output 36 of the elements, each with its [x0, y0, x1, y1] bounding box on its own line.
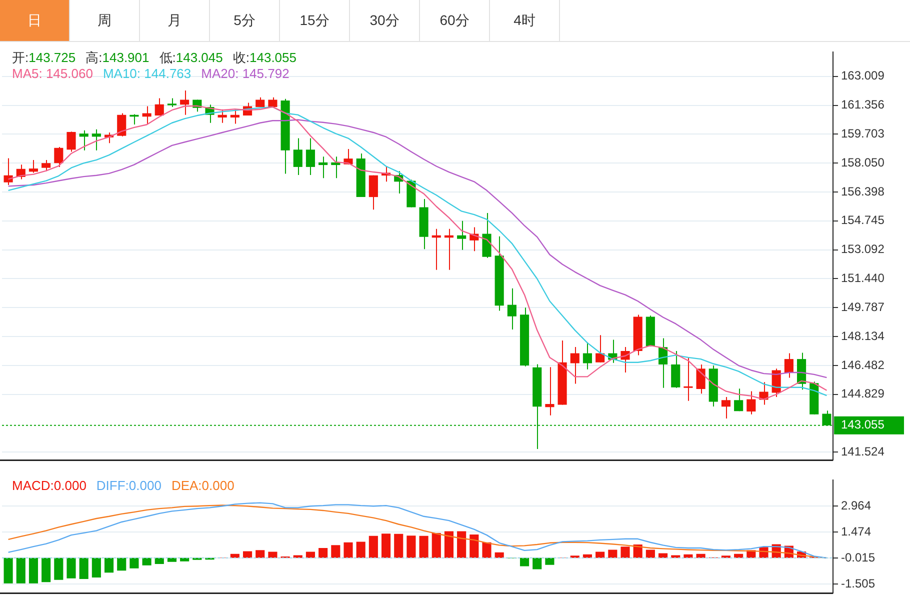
- text: 4时: [490, 0, 560, 41]
- y-tick-label: 148.134: [841, 328, 885, 343]
- y-tick-label: 158.050: [841, 155, 885, 170]
- annotation: 开:143.725: [12, 50, 76, 65]
- text: 月: [140, 0, 210, 41]
- y-tick-label: 163.009: [841, 68, 885, 83]
- annotation: 收:143.055: [232, 50, 296, 65]
- y-tick-label: 161.356: [841, 98, 885, 112]
- y-tick-label: -0.015: [841, 550, 876, 564]
- series-label: DIFF:0.000: [96, 478, 162, 493]
- y-tick-label: 141.524: [841, 444, 885, 459]
- y-tick-label: 1.474: [841, 524, 872, 539]
- y-tick-label: 154.745: [841, 213, 885, 228]
- ref-line-label: 143.055: [841, 418, 885, 432]
- text: MA20: 145.792: [201, 66, 290, 81]
- text: MA10: 144.763: [102, 66, 192, 81]
- y-tick-label: 159.703: [841, 126, 885, 141]
- y-tick-label: 146.482: [841, 358, 885, 372]
- text: 60分: [420, 0, 490, 41]
- y-tick-label: 144.829: [841, 386, 885, 401]
- y-tick-label: 149.787: [841, 300, 885, 314]
- text: 15分: [280, 0, 350, 41]
- annotation: 高:143.901: [86, 50, 150, 65]
- text: MACD:0.000: [12, 478, 86, 493]
- text: 5分: [210, 0, 280, 41]
- series-label: DEA:0.000: [171, 478, 234, 493]
- y-tick-label: 153.092: [841, 242, 885, 256]
- text: 周: [70, 0, 140, 41]
- y-tick-label: 156.398: [841, 184, 885, 198]
- annotation: 低:143.045: [159, 50, 223, 65]
- text: MA5: 145.060: [12, 66, 93, 81]
- y-tick-label: 151.440: [841, 271, 885, 286]
- text: 日: [0, 0, 70, 41]
- y-tick-label: 2.964: [841, 498, 872, 513]
- y-tick-label: -1.505: [841, 576, 876, 590]
- text: 30分: [350, 0, 420, 41]
